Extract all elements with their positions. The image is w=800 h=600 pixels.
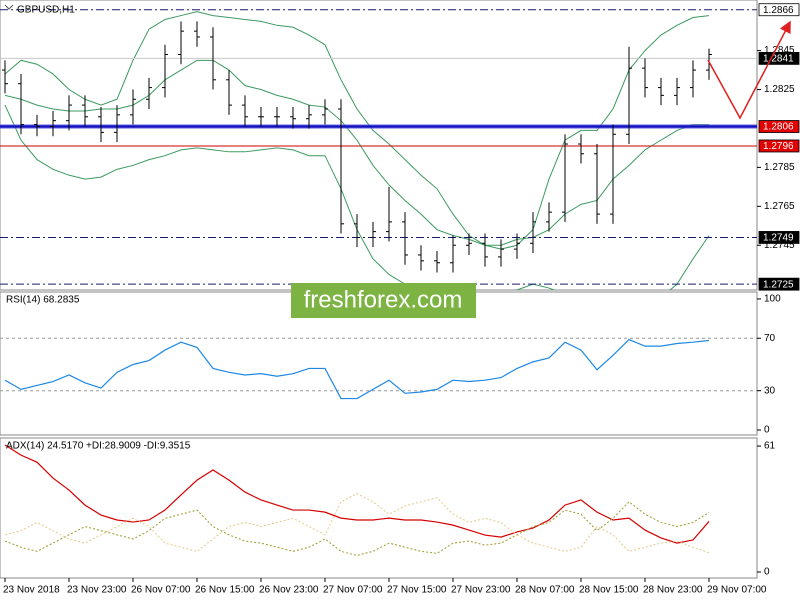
indicator-line <box>4 338 710 400</box>
level-label-box <box>758 120 800 133</box>
level-label: 1.2749 <box>763 233 794 244</box>
watermark-box <box>291 283 476 318</box>
x-tick-label: 26 Nov 23:00 <box>259 585 319 596</box>
indicator-line <box>4 444 710 544</box>
y-tick-label: 61 <box>764 441 776 452</box>
x-tick-label: 28 Nov 15:00 <box>579 585 639 596</box>
y-tick-label: 100 <box>764 294 781 305</box>
level-label-box <box>758 231 800 244</box>
y-tick-label: 0 <box>764 425 770 436</box>
y-tick-label: 1.2785 <box>764 162 795 173</box>
chart-title: GBPUSD,H1 <box>17 5 75 16</box>
x-tick-label: 23 Nov 23:00 <box>67 585 127 596</box>
level-label: 1.2866 <box>763 5 794 16</box>
x-tick-label: 27 Nov 15:00 <box>387 585 447 596</box>
level-label: 1.2796 <box>763 141 794 152</box>
indicator-line <box>4 492 710 554</box>
y-tick-label: 0 <box>764 567 770 578</box>
title-icon <box>4 4 14 10</box>
level-label-box <box>758 3 800 17</box>
x-tick-label: 27 Nov 07:00 <box>323 585 383 596</box>
level-label-box <box>758 277 800 291</box>
x-tick-label: 26 Nov 07:00 <box>131 585 191 596</box>
x-tick-label: 26 Nov 15:00 <box>195 585 255 596</box>
y-tick-label: 30 <box>764 385 776 396</box>
x-tick-label: 27 Nov 23:00 <box>451 585 511 596</box>
level-label: 1.2806 <box>763 122 794 133</box>
y-tick-label: 1.2765 <box>764 201 795 212</box>
bollinger-band <box>4 59 709 246</box>
level-label: 1.2841 <box>763 54 794 65</box>
forecast-arrow <box>707 20 791 120</box>
x-tick-label: 28 Nov 07:00 <box>515 585 575 596</box>
y-tick-label: 1.2825 <box>764 84 795 95</box>
watermark: freshforex.com <box>304 286 463 313</box>
y-tick-label: 1.2845 <box>764 45 795 56</box>
level-label-box <box>758 139 800 153</box>
y-tick-label: 1.2745 <box>764 240 795 251</box>
bollinger-band <box>4 11 710 250</box>
adx-panel <box>0 437 758 579</box>
x-tick-label: 28 Nov 23:00 <box>643 585 703 596</box>
y-tick-label: 70 <box>764 333 776 344</box>
rsi-title: RSI(14) 68.2835 <box>6 295 80 306</box>
level-label: 1.2725 <box>763 279 794 290</box>
price-panel <box>0 0 758 291</box>
adx-title: ADX(14) 24.5170 +DI:28.9009 -DI:9.3515 <box>6 441 191 452</box>
x-tick-label: 23 Nov 2018 <box>3 585 60 596</box>
x-tick-label: 29 Nov 07:00 <box>707 585 767 596</box>
